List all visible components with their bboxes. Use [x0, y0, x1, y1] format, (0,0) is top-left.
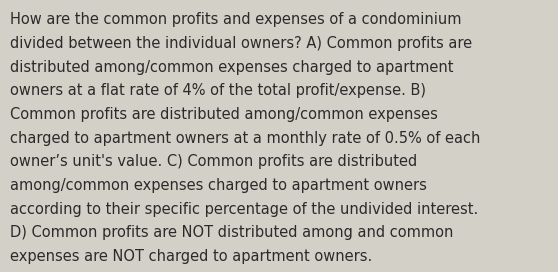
Text: among/common expenses charged to apartment owners: among/common expenses charged to apartme…: [10, 178, 427, 193]
Text: according to their specific percentage of the undivided interest.: according to their specific percentage o…: [10, 202, 478, 217]
Text: distributed among/common expenses charged to apartment: distributed among/common expenses charge…: [10, 60, 454, 75]
Text: owner’s unit's value. C) Common profits are distributed: owner’s unit's value. C) Common profits …: [10, 154, 417, 169]
Text: D) Common profits are NOT distributed among and common: D) Common profits are NOT distributed am…: [10, 225, 454, 240]
Text: How are the common profits and expenses of a condominium: How are the common profits and expenses …: [10, 12, 461, 27]
Text: charged to apartment owners at a monthly rate of 0.5% of each: charged to apartment owners at a monthly…: [10, 131, 480, 146]
Text: divided between the individual owners? A) Common profits are: divided between the individual owners? A…: [10, 36, 472, 51]
Text: owners at a flat rate of 4% of the total profit/expense. B): owners at a flat rate of 4% of the total…: [10, 83, 426, 98]
Text: expenses are NOT charged to apartment owners.: expenses are NOT charged to apartment ow…: [10, 249, 372, 264]
Text: Common profits are distributed among/common expenses: Common profits are distributed among/com…: [10, 107, 438, 122]
